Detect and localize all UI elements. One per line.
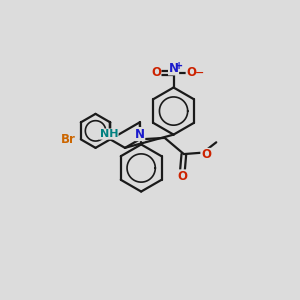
Text: NH: NH [100,129,118,139]
Text: Br: Br [61,133,76,146]
Text: O: O [177,170,188,183]
Text: N: N [135,128,145,141]
Text: O: O [151,66,161,79]
Text: O: O [186,66,196,79]
Text: O: O [201,148,211,161]
Text: −: − [194,68,204,78]
Text: +: + [175,61,183,71]
Text: N: N [169,62,178,75]
